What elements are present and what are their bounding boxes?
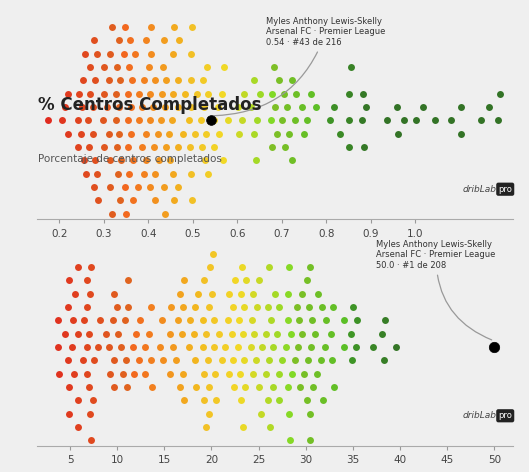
Text: dribLab: dribLab — [462, 185, 496, 194]
Text: % Centros Completados: % Centros Completados — [38, 96, 261, 114]
Text: Porcentaje de centros completados: Porcentaje de centros completados — [38, 153, 222, 164]
Text: Myles Anthony Lewis-Skelly
Arsenal FC · Premier League
50.0 · #1 de 208: Myles Anthony Lewis-Skelly Arsenal FC · … — [377, 240, 496, 340]
Text: Myles Anthony Lewis-Skelly
Arsenal FC · Premier League
0.54 · #43 de 216: Myles Anthony Lewis-Skelly Arsenal FC · … — [213, 17, 386, 116]
Text: pro: pro — [498, 185, 512, 194]
Text: pro: pro — [498, 411, 512, 420]
Text: dribLab: dribLab — [462, 411, 496, 420]
